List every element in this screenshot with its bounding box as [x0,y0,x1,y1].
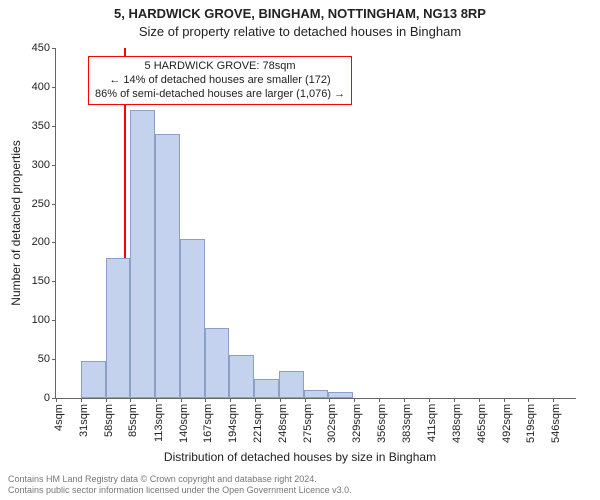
x-tick: 194sqm [227,404,239,443]
chart-title-subtitle: Size of property relative to detached ho… [0,24,600,39]
x-tick: 221sqm [252,404,264,443]
histogram-bar [328,392,353,398]
x-tick: 31sqm [78,404,90,437]
y-tick: 0 [44,392,56,404]
x-tick-mark [181,398,182,402]
x-tick-mark [205,398,206,402]
x-tick: 85sqm [127,404,139,437]
x-tick-mark [479,398,480,402]
annotation-box: 5 HARDWICK GROVE: 78sqm ← 14% of detache… [88,56,352,105]
histogram-bar [155,134,180,398]
histogram-bar [130,110,155,398]
annotation-line-3: 86% of semi-detached houses are larger (… [95,88,345,102]
x-tick-mark [56,398,57,402]
footer-line-1: Contains HM Land Registry data © Crown c… [8,474,352,485]
y-tick: 400 [32,81,56,93]
y-tick: 200 [32,236,56,248]
x-tick-mark [404,398,405,402]
x-tick-mark [305,398,306,402]
x-tick-mark [553,398,554,402]
histogram-bar [254,379,279,398]
x-tick-mark [230,398,231,402]
footer-attribution: Contains HM Land Registry data © Crown c… [8,474,352,497]
x-tick: 113sqm [153,404,165,442]
x-tick: 465sqm [476,404,488,443]
x-tick: 356sqm [376,404,388,443]
x-tick: 140sqm [178,404,190,443]
x-tick: 329sqm [351,404,363,443]
x-tick: 519sqm [525,404,537,443]
x-tick: 438sqm [451,404,463,443]
y-tick: 150 [32,275,56,287]
x-tick-mark [354,398,355,402]
x-tick: 383sqm [401,404,413,443]
y-tick: 250 [32,198,56,210]
x-tick-mark [156,398,157,402]
x-tick-mark [255,398,256,402]
histogram-bar [205,328,230,398]
x-tick: 248sqm [277,404,289,443]
x-tick: 302sqm [326,404,338,443]
x-tick-mark [429,398,430,402]
histogram-bar [279,371,304,398]
x-axis-label: Distribution of detached houses by size … [0,450,600,464]
y-axis-label: Number of detached properties [9,140,23,305]
histogram-bar [106,258,131,398]
x-tick: 58sqm [103,404,115,437]
x-tick-mark [280,398,281,402]
chart-canvas: 5, HARDWICK GROVE, BINGHAM, NOTTINGHAM, … [0,0,600,500]
x-tick: 167sqm [202,404,214,443]
histogram-bar [229,355,254,398]
y-tick: 100 [32,314,56,326]
x-tick: 275sqm [302,404,314,443]
annotation-line-2: ← 14% of detached houses are smaller (17… [95,74,345,88]
x-tick-mark [329,398,330,402]
x-tick-mark [106,398,107,402]
y-tick: 300 [32,159,56,171]
chart-title-address: 5, HARDWICK GROVE, BINGHAM, NOTTINGHAM, … [0,6,600,21]
histogram-bar [304,390,329,398]
footer-line-2: Contains public sector information licen… [8,485,352,496]
x-tick-mark [81,398,82,402]
x-tick-mark [504,398,505,402]
x-tick-mark [379,398,380,402]
x-tick: 4sqm [53,404,65,431]
annotation-line-1: 5 HARDWICK GROVE: 78sqm [95,60,345,74]
x-tick-mark [130,398,131,402]
x-tick-mark [528,398,529,402]
y-tick: 350 [32,120,56,132]
x-tick: 492sqm [501,404,513,443]
x-tick-mark [454,398,455,402]
histogram-bar [180,239,205,398]
x-tick: 411sqm [426,404,438,442]
y-tick: 450 [32,42,56,54]
histogram-bar [81,361,106,398]
x-tick: 546sqm [550,404,562,443]
y-tick: 50 [38,353,56,365]
